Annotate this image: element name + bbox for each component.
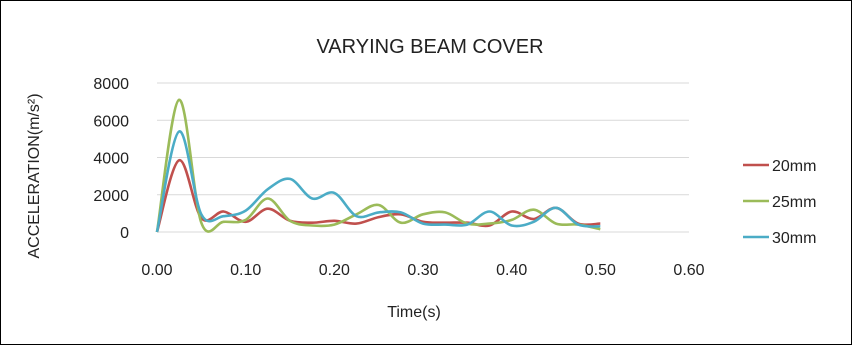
x-tick-label: 0.20 <box>319 262 350 279</box>
x-tick-label: 0.40 <box>496 262 527 279</box>
y-tick-label: 6000 <box>93 113 129 130</box>
legend-label: 30mm <box>772 230 816 247</box>
y-tick-label: 4000 <box>93 151 129 168</box>
series-line-30mm <box>155 130 601 233</box>
y-tick-label: 8000 <box>93 76 129 93</box>
series-line-20mm <box>155 158 601 233</box>
series-lines <box>155 98 601 233</box>
x-axis-label: Time(s) <box>387 304 441 321</box>
y-tick-label: 0 <box>120 225 129 242</box>
x-tick-label: 0.60 <box>673 262 704 279</box>
legend: 20mm 25mm 30mm <box>743 158 816 247</box>
x-tick-label: 0.00 <box>141 262 172 279</box>
series-line-25mm <box>155 98 601 233</box>
x-tick-label: 0.30 <box>407 262 438 279</box>
x-tick-labels: 0.00 0.10 0.20 0.30 0.40 0.50 0.60 <box>141 262 704 279</box>
x-tick-label: 0.50 <box>585 262 616 279</box>
y-tick-label: 2000 <box>93 188 129 205</box>
y-tick-labels: 0 2000 4000 6000 8000 <box>93 76 129 242</box>
y-axis-label: ACCELERATION(m/s²) <box>26 93 43 258</box>
legend-label: 25mm <box>772 194 816 211</box>
chart-title: VARYING BEAM COVER <box>316 36 543 58</box>
legend-label: 20mm <box>772 158 816 175</box>
x-tick-label: 0.10 <box>230 262 261 279</box>
gridlines <box>157 82 689 233</box>
